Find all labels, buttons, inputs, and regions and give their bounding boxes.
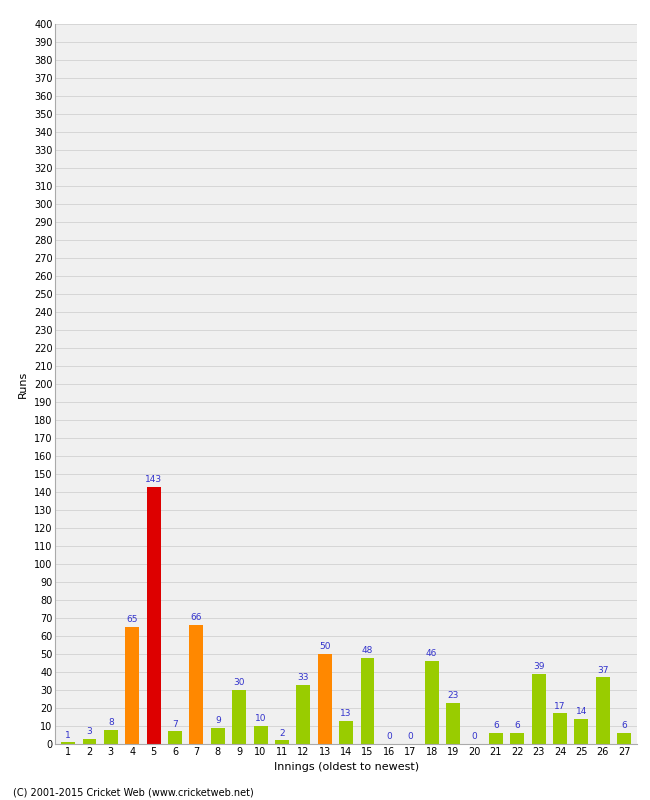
Bar (296, 685, 310, 744)
Text: 66: 66 (190, 614, 202, 622)
Text: 23: 23 (447, 691, 459, 700)
Text: 6: 6 (514, 722, 520, 730)
Bar (83, 738, 96, 744)
Bar (510, 733, 524, 744)
X-axis label: Innings (oldest to newest): Innings (oldest to newest) (274, 762, 419, 772)
Bar (168, 731, 182, 744)
Bar (147, 486, 161, 744)
Bar (618, 733, 631, 744)
Text: 65: 65 (127, 615, 138, 624)
Bar (575, 718, 588, 744)
Bar (489, 733, 503, 744)
Text: (C) 2001-2015 Cricket Web (www.cricketweb.net): (C) 2001-2015 Cricket Web (www.cricketwe… (13, 787, 254, 798)
Bar (211, 728, 225, 744)
Text: 0: 0 (408, 732, 413, 742)
Text: 9: 9 (215, 716, 220, 725)
Text: 2: 2 (279, 729, 285, 738)
Text: 46: 46 (426, 650, 437, 658)
Bar (232, 690, 246, 744)
Text: 48: 48 (362, 646, 373, 655)
Bar (446, 702, 460, 744)
Bar (553, 714, 567, 744)
Text: 0: 0 (386, 732, 392, 742)
Text: 8: 8 (108, 718, 114, 727)
Text: 39: 39 (533, 662, 544, 671)
Y-axis label: Runs: Runs (18, 370, 29, 398)
Bar (189, 626, 203, 744)
Text: 13: 13 (341, 709, 352, 718)
Bar (424, 661, 439, 744)
Text: 3: 3 (86, 727, 92, 736)
Bar (532, 674, 545, 744)
Text: 17: 17 (554, 702, 565, 710)
Bar (104, 730, 118, 744)
Text: 0: 0 (472, 732, 477, 742)
Text: 37: 37 (597, 666, 608, 674)
Text: 10: 10 (255, 714, 266, 723)
Text: 143: 143 (145, 475, 162, 484)
Text: 7: 7 (172, 720, 178, 729)
Bar (125, 627, 139, 744)
Text: 14: 14 (576, 707, 587, 716)
Bar (339, 721, 353, 744)
Text: 1: 1 (65, 730, 71, 739)
Text: 33: 33 (298, 673, 309, 682)
Bar (61, 742, 75, 744)
Bar (275, 741, 289, 744)
Text: 6: 6 (493, 722, 499, 730)
Bar (318, 654, 332, 744)
Bar (361, 658, 374, 744)
Text: 6: 6 (621, 722, 627, 730)
Bar (254, 726, 268, 744)
Text: 50: 50 (319, 642, 330, 651)
Bar (596, 678, 610, 744)
Text: 30: 30 (233, 678, 245, 687)
